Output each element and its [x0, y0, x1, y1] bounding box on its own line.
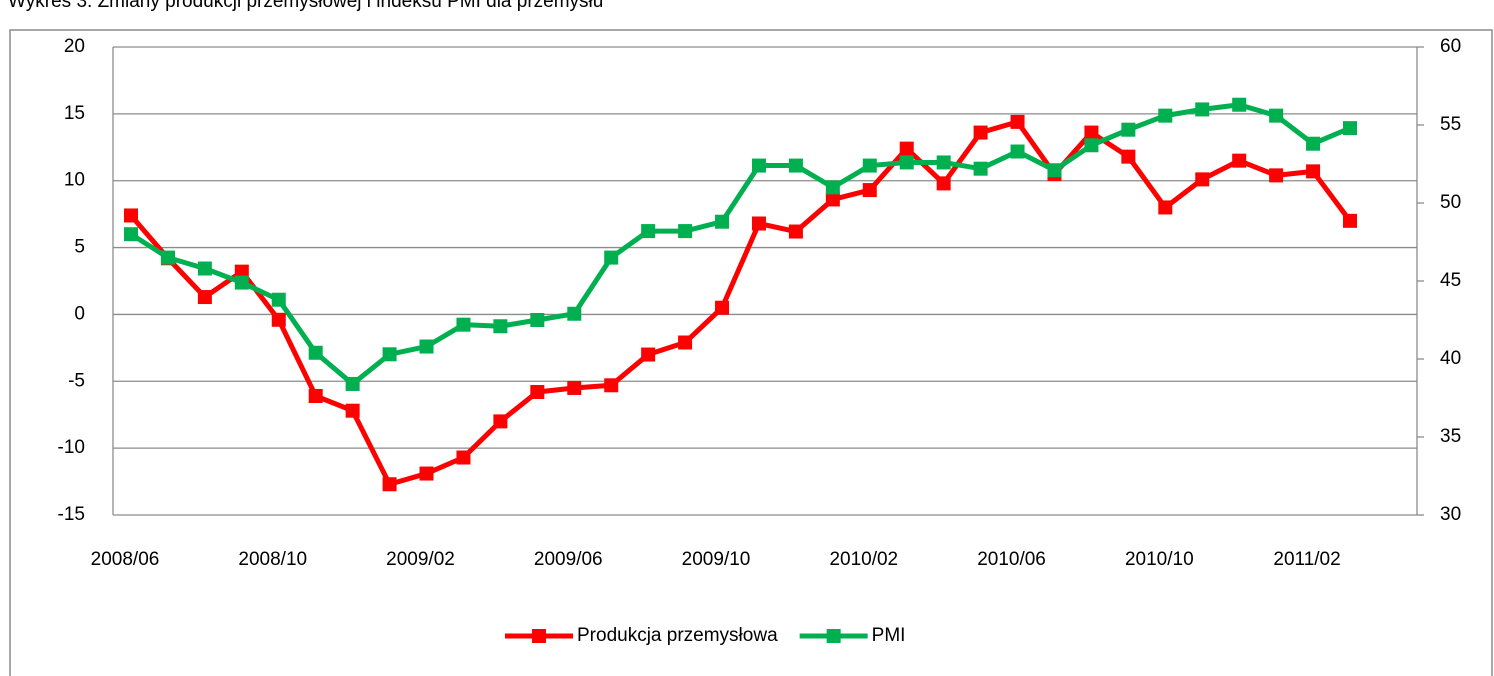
point-marker	[234, 275, 249, 290]
point-marker	[604, 378, 619, 393]
y2-tick-label: 55	[1440, 114, 1461, 135]
point-marker	[456, 450, 471, 465]
y-tick-label: 10	[64, 170, 85, 191]
point-marker	[1269, 168, 1284, 183]
point-marker	[1010, 114, 1025, 129]
point-marker	[715, 300, 730, 315]
point-marker	[788, 158, 803, 173]
point-marker	[382, 477, 397, 492]
x-tick-label: 2009/02	[386, 549, 455, 570]
point-marker	[678, 335, 693, 350]
point-marker	[1306, 136, 1321, 151]
y-tick-label: 5	[74, 237, 85, 258]
point-marker	[456, 317, 471, 332]
point-marker	[641, 347, 656, 362]
x-tick-label: 2010/06	[977, 549, 1046, 570]
point-marker	[1343, 121, 1357, 136]
point-marker	[825, 180, 840, 195]
y2-tick-label: 60	[1440, 36, 1461, 57]
y-tick-label: -10	[58, 437, 85, 458]
x-tick-label: 2009/06	[534, 549, 603, 570]
legend-marker	[826, 629, 841, 643]
point-marker	[197, 290, 212, 305]
y-tick-label: -5	[68, 370, 85, 391]
point-marker	[308, 345, 323, 360]
point-marker	[751, 216, 766, 231]
y2-tick-label: 40	[1440, 348, 1461, 369]
point-marker	[1121, 122, 1136, 137]
x-tick-label: 2008/10	[238, 549, 307, 570]
point-marker	[1232, 153, 1247, 168]
point-marker	[419, 339, 434, 354]
y-tick-label: 20	[64, 36, 85, 57]
point-marker	[271, 292, 286, 307]
point-marker	[1084, 138, 1099, 153]
point-marker	[1195, 172, 1210, 187]
point-marker	[1195, 102, 1210, 117]
point-marker	[567, 380, 582, 395]
legend-label: Produkcja przemysłowa	[577, 625, 778, 646]
y2-tick-label: 50	[1440, 192, 1461, 213]
x-tick-label: 2008/06	[91, 549, 160, 570]
point-marker	[899, 141, 914, 156]
point-marker	[382, 347, 397, 362]
y2-tick-label: 45	[1440, 270, 1461, 291]
point-marker	[1306, 164, 1321, 179]
point-marker	[788, 224, 803, 239]
point-marker	[862, 183, 877, 198]
point-marker	[1084, 125, 1099, 140]
point-marker	[419, 466, 434, 481]
point-marker	[1269, 108, 1284, 123]
series-line	[129, 102, 1351, 387]
legend-marker	[532, 629, 546, 643]
point-marker	[345, 403, 360, 418]
point-marker	[345, 376, 360, 391]
point-marker	[973, 161, 988, 176]
x-tick-label: 2010/02	[829, 549, 898, 570]
y2-tick-label: 30	[1440, 504, 1461, 525]
point-marker	[936, 176, 951, 191]
point-marker	[604, 250, 619, 265]
point-marker	[862, 158, 877, 173]
point-marker	[973, 125, 988, 140]
point-marker	[493, 414, 508, 429]
legend-label: PMI	[872, 625, 906, 646]
point-marker	[936, 155, 951, 170]
chart-title: Wykres 3. Zmiany produkcji przemysłowej …	[8, 0, 603, 12]
series-line	[129, 119, 1353, 487]
point-marker	[530, 384, 545, 399]
y-tick-label: 0	[74, 303, 85, 324]
point-marker	[678, 224, 693, 239]
chart-frame	[9, 29, 1493, 676]
point-marker	[1158, 200, 1173, 215]
point-marker	[124, 227, 138, 242]
x-tick-label: 2010/10	[1125, 549, 1194, 570]
point-marker	[271, 312, 286, 327]
point-marker	[197, 261, 212, 276]
point-marker	[751, 158, 766, 173]
point-marker	[308, 388, 323, 403]
y-tick-label: 15	[64, 103, 85, 124]
y-tick-label: -15	[58, 504, 85, 525]
point-marker	[1343, 213, 1357, 228]
point-marker	[1047, 163, 1062, 178]
point-marker	[715, 214, 730, 229]
point-marker	[825, 192, 840, 207]
point-marker	[1232, 97, 1247, 112]
point-marker	[530, 313, 545, 327]
point-marker	[124, 208, 138, 223]
point-marker	[1010, 144, 1025, 159]
point-marker	[493, 319, 508, 334]
point-marker	[1121, 149, 1136, 164]
point-marker	[567, 306, 582, 321]
point-marker	[1158, 108, 1173, 123]
point-marker	[160, 250, 175, 265]
point-marker	[899, 155, 914, 170]
point-marker	[234, 264, 249, 279]
x-tick-label: 2009/10	[682, 549, 751, 570]
point-marker	[641, 224, 656, 239]
x-tick-label: 2011/02	[1273, 549, 1340, 570]
y2-tick-label: 35	[1440, 426, 1461, 447]
